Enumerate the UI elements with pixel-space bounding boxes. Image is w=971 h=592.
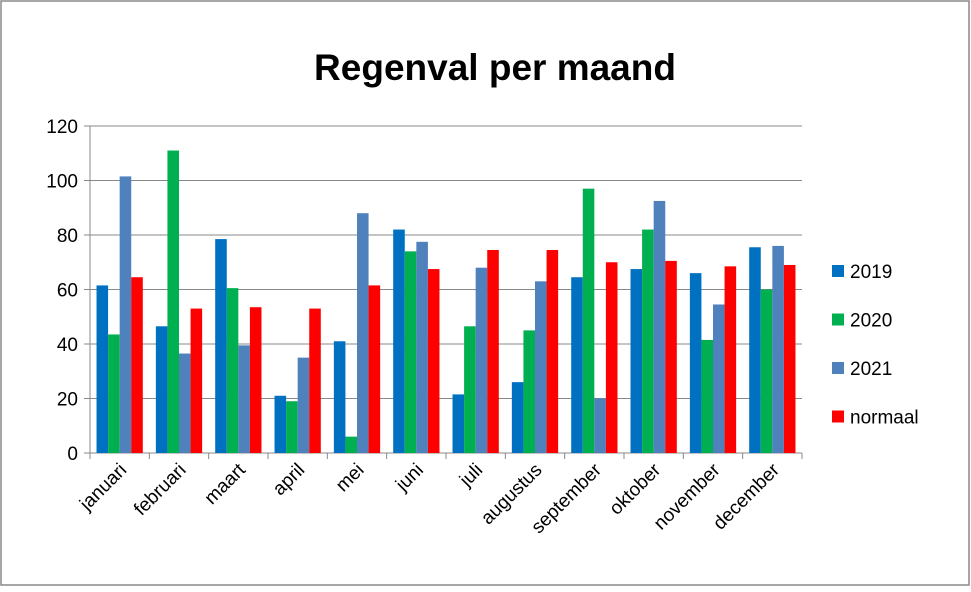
bar: [215, 239, 227, 453]
bar: [701, 339, 713, 453]
bar: [642, 229, 654, 453]
legend-label: 2020: [850, 311, 892, 332]
bar: [605, 262, 618, 453]
bar: [523, 330, 535, 453]
bar: [427, 269, 440, 453]
bar: [475, 267, 488, 453]
bar: [297, 357, 310, 453]
bar: [452, 394, 465, 453]
bar: [309, 308, 321, 453]
bar: [760, 289, 773, 453]
bar: [404, 251, 417, 453]
y-tick-label: 40: [57, 335, 78, 356]
bar: [749, 247, 761, 453]
legend-swatch: [832, 313, 844, 326]
legend-label: normaal: [850, 408, 919, 429]
bar: [511, 382, 524, 453]
bar: [783, 264, 796, 453]
bar: [357, 213, 369, 453]
bar: [274, 395, 287, 453]
bar: [630, 269, 643, 453]
y-tick-label: 60: [57, 281, 78, 302]
bar: [108, 334, 120, 453]
bar: [167, 150, 179, 453]
y-tick-label: 0: [67, 444, 78, 465]
bar: [119, 176, 132, 453]
bar: [238, 345, 250, 453]
y-tick-label: 80: [57, 226, 78, 247]
y-tick-label: 20: [57, 390, 78, 411]
bar: [393, 229, 405, 453]
bar: [226, 288, 239, 453]
chart-title: Regenval per maand: [314, 47, 676, 88]
bar: [653, 200, 666, 453]
bar: [416, 241, 428, 453]
bar: [368, 285, 381, 453]
bar: [571, 277, 583, 453]
legend-label: 2021: [850, 359, 892, 380]
bar: [665, 260, 677, 453]
legend-swatch: [832, 362, 844, 374]
bar: [155, 326, 168, 453]
bar: [535, 281, 547, 453]
bar: [179, 353, 191, 453]
bar: [96, 285, 109, 453]
bar: [582, 188, 595, 454]
bar: [487, 249, 499, 453]
legend-label: 2019: [850, 262, 892, 283]
bar: [190, 308, 203, 453]
legend-swatch: [832, 265, 844, 277]
y-tick-label: 120: [46, 117, 78, 138]
y-tick-label: 100: [46, 172, 78, 193]
bar: [464, 326, 476, 453]
bar: [724, 266, 737, 453]
bar: [546, 249, 559, 453]
bar: [286, 401, 298, 453]
bar: [594, 398, 606, 453]
bar: [131, 277, 143, 453]
bar: [345, 436, 357, 453]
legend-swatch: [832, 410, 844, 423]
bar: [249, 307, 262, 453]
bar: [713, 304, 725, 453]
bar: [333, 341, 346, 453]
bar: [689, 273, 702, 453]
bar: [772, 245, 784, 453]
